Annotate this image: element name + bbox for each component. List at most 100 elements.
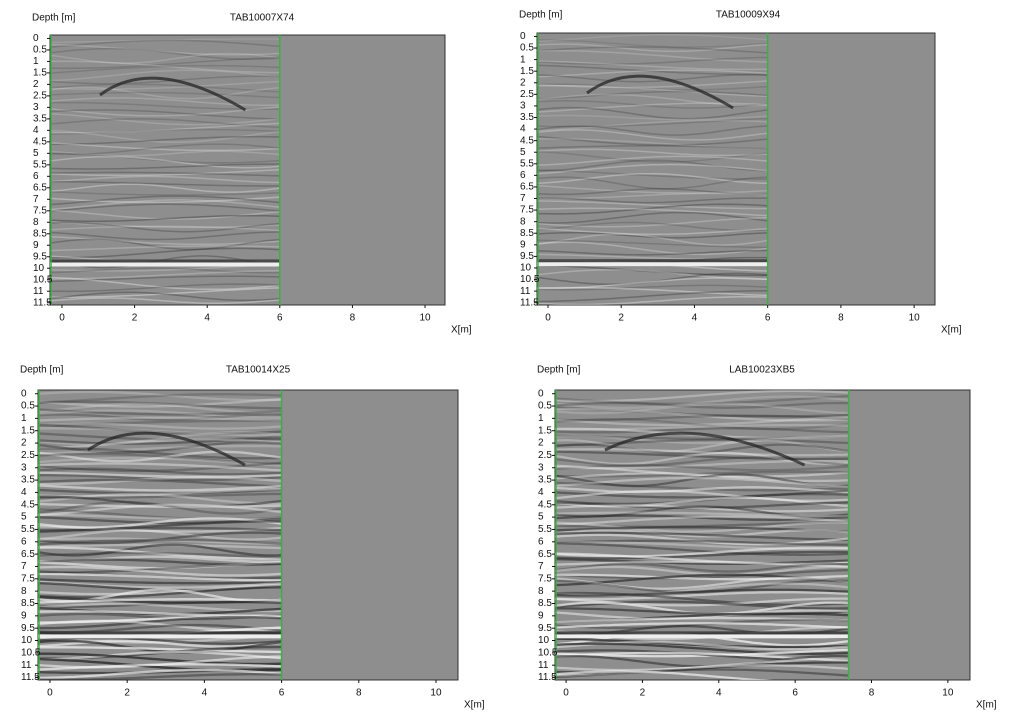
texture-stripe [50, 150, 280, 157]
texture-stripe [555, 434, 849, 440]
y-tick-label: 11 [538, 660, 549, 671]
texture-stripe [537, 233, 768, 246]
texture-stripe [50, 129, 280, 143]
texture-stripe [555, 407, 849, 422]
texture-stripe [50, 297, 280, 305]
texture-stripe [38, 478, 282, 488]
texture-stripe [555, 515, 849, 526]
texture-stripe [38, 673, 282, 680]
texture-stripe [50, 291, 280, 302]
y-tick-label: 5 [21, 512, 27, 523]
texture-stripe [38, 476, 282, 486]
x-axis-label: X[m] [941, 325, 962, 336]
texture-stripe [537, 163, 768, 175]
y-tick-label: 9 [21, 610, 27, 621]
texture-stripe [38, 487, 282, 498]
y-tick-label: 0.5 [21, 401, 35, 412]
y-tick-label: 8.5 [538, 598, 552, 609]
texture-stripe [38, 495, 282, 508]
texture-stripe [555, 622, 849, 629]
texture-stripe [38, 598, 282, 604]
y-tick-label: 9.5 [520, 251, 534, 262]
y-tick-label: 0 [21, 388, 27, 399]
y-tick-label: 7.5 [21, 573, 35, 584]
texture-stripe [555, 520, 849, 528]
texture-stripe [38, 409, 282, 419]
texture-stripe [537, 169, 768, 180]
texture-stripe [50, 60, 280, 74]
y-tick-label: 6.5 [538, 549, 552, 560]
texture-stripe [555, 427, 849, 434]
y-tick-label: 8 [33, 217, 39, 228]
y-tick-label: 1.5 [33, 68, 47, 79]
texture-stripe [38, 427, 282, 438]
texture-stripe [555, 450, 849, 461]
texture-stripe [537, 197, 768, 204]
y-tick-label: 6.5 [520, 182, 534, 193]
texture-stripe [50, 75, 280, 85]
y-tick-label: 11.5 [21, 672, 40, 683]
texture-stripe [537, 145, 768, 150]
y-tick-label: 10 [33, 263, 45, 274]
y-tick-label: 3 [21, 462, 27, 473]
x-axis-label: X[m] [976, 700, 997, 711]
texture-stripe [555, 529, 849, 538]
texture-stripe [50, 118, 280, 129]
y-tick-label: 0 [33, 33, 39, 44]
texture-stripe [555, 539, 849, 546]
y-tick-label: 1.5 [21, 425, 35, 436]
texture-stripe [38, 467, 282, 476]
texture-stripe [38, 437, 282, 445]
texture-stripe [38, 450, 282, 463]
y-axis-label: Depth [m] [537, 365, 581, 376]
texture-stripe [555, 550, 849, 560]
texture-stripe [38, 529, 282, 541]
y-tick-label: 5.5 [33, 159, 47, 170]
texture-stripe [38, 595, 282, 604]
x-tick-label: 10 [942, 688, 954, 699]
texture-stripe [555, 418, 849, 431]
texture-stripe [38, 424, 282, 435]
texture-stripe [38, 551, 282, 559]
texture-stripe [50, 109, 280, 120]
y-tick-label: 6 [33, 171, 39, 182]
texture-stripe [555, 489, 849, 502]
texture-stripe [537, 184, 768, 194]
texture-stripe [537, 268, 768, 280]
x-axis-label: X[m] [451, 325, 472, 336]
texture-stripe [555, 648, 849, 658]
x-tick-label: 0 [545, 313, 551, 324]
y-tick-label: 8.5 [33, 228, 47, 239]
texture-stripe [555, 526, 849, 533]
x-axis-label: X[m] [464, 700, 485, 711]
texture-stripe [555, 486, 849, 494]
texture-stripe [555, 456, 849, 467]
texture-stripe [537, 211, 768, 224]
y-tick-label: 10.5 [21, 647, 41, 658]
y-tick-label: 9 [33, 240, 39, 251]
texture-stripe [38, 537, 282, 545]
texture-stripe [38, 488, 282, 495]
y-tick-label: 0.5 [520, 43, 534, 54]
texture-stripe [537, 239, 768, 249]
texture-stripe [50, 91, 280, 99]
texture-stripe [555, 459, 849, 470]
texture-stripe [537, 69, 768, 78]
y-tick-label: 1 [520, 54, 526, 65]
y-tick-label: 8.5 [520, 228, 534, 239]
y-tick-label: 9 [520, 239, 526, 250]
y-tick-label: 7.5 [520, 205, 534, 216]
texture-stripe [38, 531, 282, 545]
texture-stripe [555, 533, 849, 546]
texture-stripe [50, 122, 280, 134]
texture-stripe [555, 406, 849, 418]
texture-stripe [537, 277, 768, 290]
x-tick-label: 4 [202, 688, 208, 699]
radar-texture [50, 38, 280, 305]
texture-stripe [555, 668, 849, 679]
texture-stripe [38, 583, 282, 596]
x-tick-label: 10 [419, 313, 431, 324]
texture-group [555, 390, 849, 680]
y-tick-label: 0 [538, 388, 544, 399]
texture-stripe [38, 572, 282, 582]
